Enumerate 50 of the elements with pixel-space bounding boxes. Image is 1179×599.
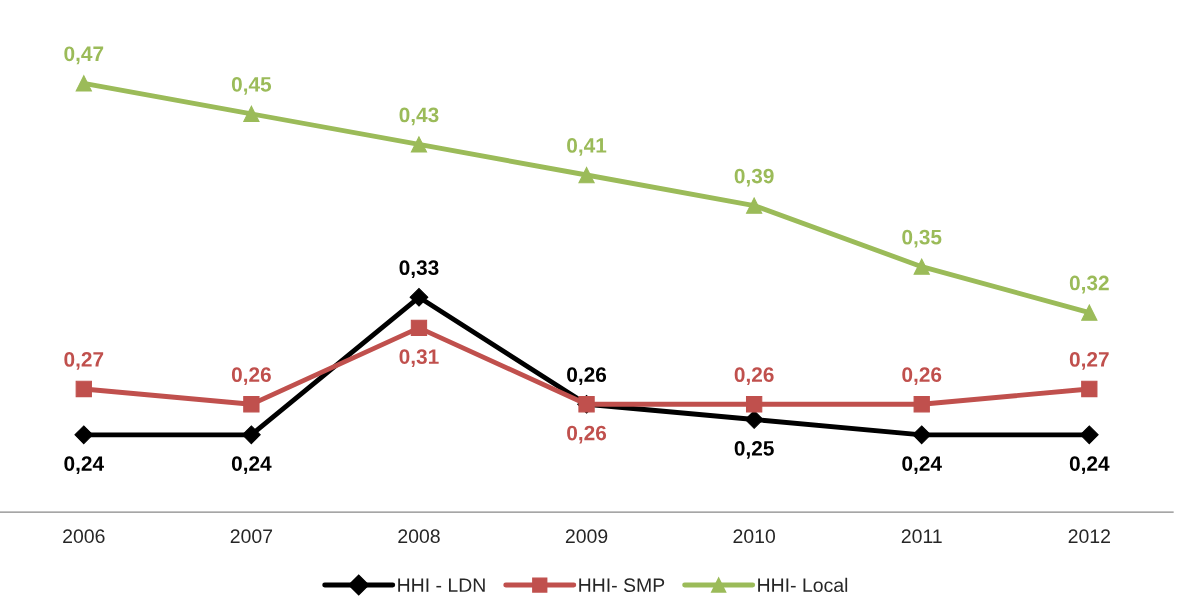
x-tick-label: 2009 [565, 529, 608, 544]
data-label: 0,26 [734, 367, 774, 386]
point [410, 136, 428, 153]
point [243, 396, 260, 413]
data-label: 0,45 [231, 76, 272, 95]
data-label: 0,26 [567, 425, 607, 444]
point [744, 410, 764, 429]
x-tick-label: 2010 [733, 529, 776, 544]
data-label: 0,33 [399, 260, 439, 279]
x-tick-label: 2006 [63, 529, 105, 544]
point [243, 105, 260, 123]
data-label: 0,24 [231, 456, 272, 474]
data-label: 0,26 [902, 367, 942, 386]
legend-label: HHI- Local [758, 577, 848, 593]
point [913, 258, 930, 275]
data-label: 0,27 [1069, 352, 1109, 370]
point [242, 425, 261, 445]
data-label: 0,25 [734, 440, 774, 459]
data-label: 0,32 [1069, 275, 1109, 294]
data-label: 0,24 [64, 456, 104, 474]
data-label: 0,39 [734, 168, 774, 187]
point [1081, 380, 1098, 398]
data-label: 0,24 [1069, 456, 1110, 474]
data-label: 0,35 [902, 229, 942, 248]
point [745, 396, 763, 413]
data-label: 0,27 [64, 352, 104, 370]
point [75, 75, 92, 92]
x-tick-label: 2008 [398, 529, 440, 544]
point [410, 319, 428, 336]
data-label: 0,26 [567, 367, 607, 386]
point [1079, 425, 1099, 445]
data-label: 0,47 [64, 46, 104, 65]
x-tick-label: 2011 [901, 529, 942, 544]
legend-label: HHI - LDN [398, 578, 485, 592]
legend-label: HHI- SMP [579, 578, 665, 593]
x-tick-label: 2007 [230, 529, 273, 544]
point [578, 166, 595, 184]
point [745, 197, 763, 214]
data-label: 0,24 [902, 456, 942, 474]
point [912, 425, 932, 445]
point [74, 425, 94, 445]
point [75, 380, 92, 398]
point [1081, 304, 1098, 321]
x-tick-label: 2012 [1068, 529, 1110, 544]
point [409, 287, 429, 307]
data-label: 0,31 [399, 349, 439, 368]
point [913, 396, 930, 413]
data-label: 0,26 [231, 367, 271, 386]
data-label: 0,41 [567, 138, 607, 156]
data-label: 0,43 [399, 107, 439, 126]
